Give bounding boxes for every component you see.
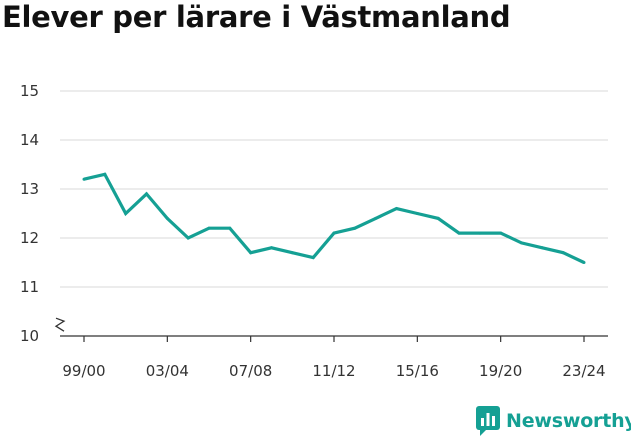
data-point [165,216,169,220]
data-point [499,231,503,235]
data-point [228,226,232,230]
y-tick-label: 15 [20,82,39,100]
data-point [103,172,107,176]
y-tick-label: 12 [20,229,39,247]
data-point [290,251,294,255]
x-tick-label: 19/20 [479,362,522,380]
x-axis: 99/00 03/04 07/08 11/12 15/16 19/20 23/24 [60,335,608,380]
data-point [270,246,273,250]
y-tick-label: 14 [20,131,39,149]
data-point [582,261,586,264]
x-tick-label: 07/08 [229,362,272,380]
data-point [249,251,253,255]
axis-break-icon [54,317,66,332]
data-point [82,177,86,181]
brand-logo: Newsworthy [476,406,631,436]
data-point [332,231,336,235]
data-point [207,226,211,230]
gridlines [60,90,608,288]
x-tick-label: 99/00 [62,362,105,380]
x-tick-label: 03/04 [146,362,189,380]
data-point [374,216,378,220]
chart-title: Elever per lärare i Västmanland [2,0,511,34]
x-tick-label: 11/12 [312,362,355,380]
y-tick-label: 10 [20,327,39,345]
data-point [561,251,565,255]
data-point [186,236,190,240]
data-point [478,231,482,235]
y-tick-label: 13 [20,180,39,198]
newsworthy-logo-icon [476,406,500,436]
data-point [520,241,523,245]
data-point [415,212,419,215]
x-tick-label: 23/24 [562,362,605,380]
data-point [395,207,398,211]
y-axis: 10 11 12 13 14 15 [20,82,66,345]
data-point [311,256,315,260]
data-point [436,216,440,220]
series-line [83,172,585,264]
data-point [145,192,148,196]
data-point [124,212,128,215]
data-point [353,226,357,230]
series-layer [82,172,586,264]
y-tick-label: 11 [20,278,39,296]
x-tick-label: 15/16 [396,362,439,380]
data-point [457,231,461,235]
data-point [540,246,544,250]
brand-name: Newsworthy [506,410,631,432]
